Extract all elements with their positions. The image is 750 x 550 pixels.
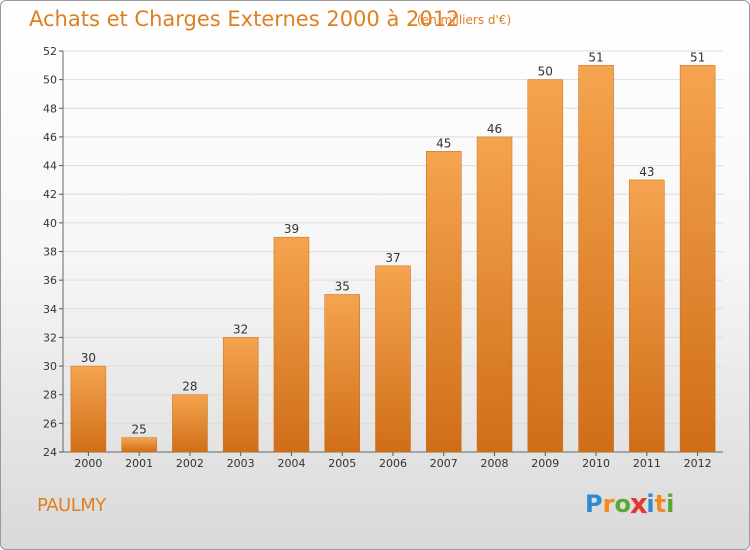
x-tick-label-2005: 2005 bbox=[328, 457, 356, 470]
value-label-2008: 46 bbox=[487, 122, 502, 136]
y-tick-label: 36 bbox=[43, 274, 57, 287]
logo-letter: t bbox=[654, 490, 667, 518]
x-tick-label-2006: 2006 bbox=[379, 457, 407, 470]
y-tick-label: 26 bbox=[43, 417, 57, 430]
x-tick-label-2004: 2004 bbox=[277, 457, 305, 470]
y-tick-label: 34 bbox=[43, 303, 57, 316]
y-tick-label: 48 bbox=[43, 102, 57, 115]
y-tick-label: 32 bbox=[43, 331, 57, 344]
bar-2002 bbox=[172, 394, 208, 453]
bar-2000 bbox=[70, 365, 107, 453]
x-tick-label-2007: 2007 bbox=[430, 457, 458, 470]
value-label-2012: 51 bbox=[690, 50, 705, 64]
y-tick-label: 28 bbox=[43, 389, 57, 402]
value-label-2001: 25 bbox=[132, 423, 147, 437]
x-tick-label-2009: 2009 bbox=[531, 457, 559, 470]
value-label-2009: 50 bbox=[538, 65, 553, 79]
value-label-2002: 28 bbox=[182, 380, 197, 394]
bar-2012 bbox=[679, 65, 716, 453]
x-tick-label-2000: 2000 bbox=[74, 457, 102, 470]
value-label-2003: 32 bbox=[233, 322, 248, 336]
tick-labels: 24 26 28 30 32 34 36 38 40 42 44 46 48 50 52 2000 2001 20… bbox=[43, 45, 712, 470]
logo-letter: o bbox=[614, 490, 631, 518]
bar-2011 bbox=[629, 179, 665, 453]
value-label-2006: 37 bbox=[385, 251, 400, 265]
y-tick-label: 42 bbox=[43, 188, 57, 201]
x-tick-label-2003: 2003 bbox=[227, 457, 255, 470]
x-tick-label-2010: 2010 bbox=[582, 457, 610, 470]
y-tick-label: 46 bbox=[43, 131, 57, 144]
bar-2010 bbox=[578, 65, 614, 453]
value-label-2007: 45 bbox=[436, 136, 451, 150]
x-tick-label-2012: 2012 bbox=[684, 457, 712, 470]
x-tick-label-2001: 2001 bbox=[125, 457, 153, 470]
y-tick-label: 40 bbox=[43, 217, 57, 230]
x-tick-label-2002: 2002 bbox=[176, 457, 204, 470]
commune-name: PAULMY bbox=[37, 495, 106, 516]
bar-2007 bbox=[426, 151, 462, 453]
value-label-2005: 35 bbox=[335, 279, 350, 293]
y-tick-label: 30 bbox=[43, 360, 57, 373]
value-label-2000: 30 bbox=[81, 351, 96, 365]
bar-2001 bbox=[121, 437, 157, 453]
bar-2006 bbox=[375, 265, 411, 453]
y-tick-label: 38 bbox=[43, 246, 57, 259]
y-tick-label: 50 bbox=[43, 74, 57, 87]
bar-2003 bbox=[222, 337, 259, 453]
bar-2004 bbox=[273, 236, 310, 453]
value-label-2011: 43 bbox=[639, 165, 654, 179]
chart-title: Achats et Charges Externes 2000 à 2012 bbox=[29, 7, 460, 31]
x-tick-label-2011: 2011 bbox=[633, 457, 661, 470]
logo-letter: P bbox=[585, 490, 603, 518]
y-tick-label: 24 bbox=[43, 446, 57, 459]
proxiti-logo: Proxiti bbox=[585, 487, 675, 521]
y-tick-label: 52 bbox=[43, 45, 57, 58]
logo-letter: i bbox=[666, 490, 675, 518]
bar-2009 bbox=[527, 79, 564, 453]
x-tick-label-2008: 2008 bbox=[481, 457, 509, 470]
bar-2005 bbox=[324, 294, 360, 453]
value-labels: 30 25 28 32 39 35 37 45 46 50 51 43 51 bbox=[81, 50, 706, 436]
logo-letter: r bbox=[602, 490, 615, 518]
chart-unit: (en milliers d'€) bbox=[417, 13, 512, 27]
y-tick-label: 44 bbox=[43, 160, 57, 173]
logo-letter: i bbox=[646, 490, 655, 518]
bars bbox=[70, 65, 716, 453]
value-label-2004: 39 bbox=[284, 222, 299, 236]
bar-2008 bbox=[476, 136, 513, 453]
logo-letter: x bbox=[629, 487, 648, 521]
value-label-2010: 51 bbox=[588, 50, 603, 64]
